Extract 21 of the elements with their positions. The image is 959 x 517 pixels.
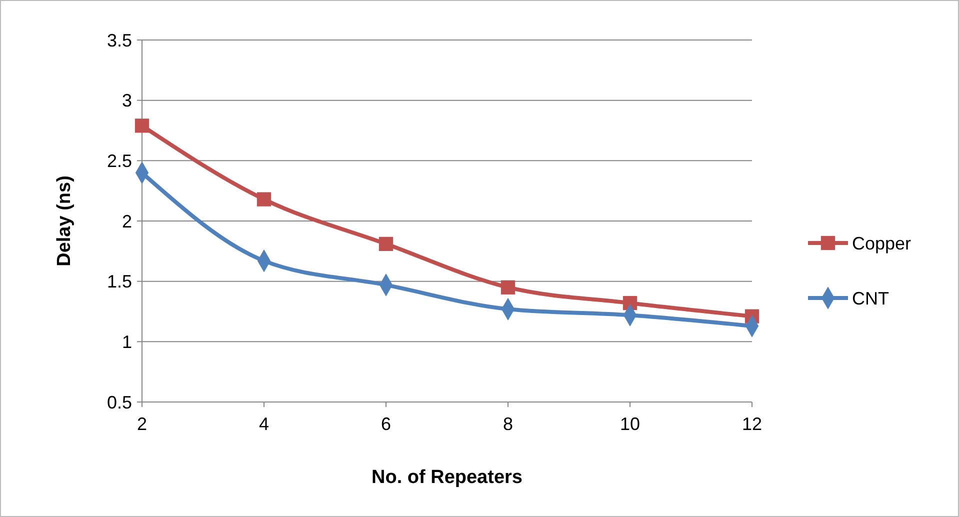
y-axis-title: Delay (ns) [54,176,75,266]
point [378,236,394,251]
x-tick-label: 6 [380,414,392,434]
point [500,280,516,294]
legend-label: Copper [852,233,912,254]
x-tick-label: 4 [258,414,270,434]
y-tick-label: 0.5 [106,392,132,412]
y-tick-label: 2.5 [106,150,132,171]
y-tick-label: 3 [122,90,132,111]
y-tick-label: 1.5 [106,272,132,292]
y-tick-label: 3.5 [106,30,132,50]
x-axis-title: No. of Repeaters [372,467,522,488]
x-tick-label: 2 [136,414,148,434]
x-tick-label: 8 [502,414,514,434]
y-tick-label: 2 [122,211,132,232]
x-tick-label: 10 [620,414,640,434]
legend-label: CNT [852,288,889,308]
point [256,192,272,206]
point [134,118,150,133]
x-tick-label: 12 [742,414,762,434]
y-tick-label: 1 [122,332,132,352]
